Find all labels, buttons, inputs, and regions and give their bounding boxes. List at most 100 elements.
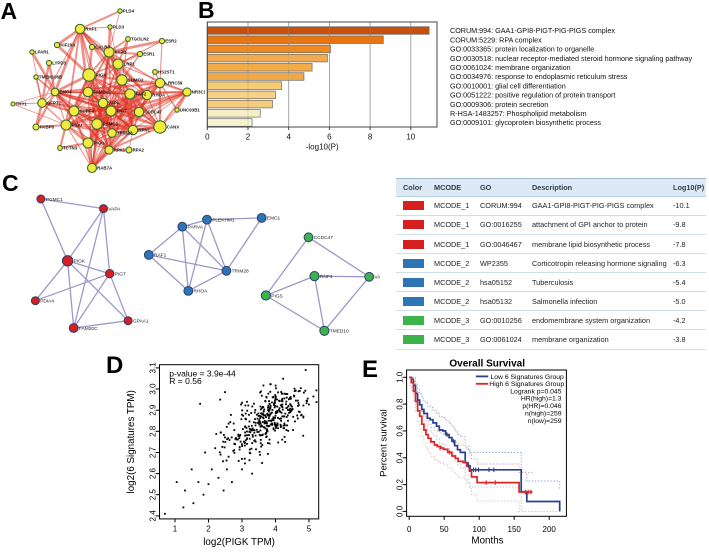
svg-text:GO:0061024: membrane organizat: GO:0061024: membrane organization: [450, 63, 571, 72]
svg-text:0.8: 0.8: [396, 398, 405, 410]
svg-text:RAF1: RAF1: [85, 27, 97, 32]
svg-text:2.4: 2.4: [149, 510, 158, 522]
svg-text:GO:0034976: response to endopl: GO:0034976: response to endoplasmic reti…: [450, 72, 628, 81]
svg-text:n(high)=259: n(high)=259: [525, 411, 562, 418]
svg-text:150: 150: [508, 525, 522, 534]
svg-text:PIGU: PIGU: [72, 123, 83, 128]
svg-text:PIGO: PIGO: [94, 141, 106, 146]
svg-text:PARVA: PARVA: [188, 225, 204, 231]
svg-text:p-value = 3.9e-44: p-value = 3.9e-44: [169, 368, 236, 378]
svg-text:RHOA: RHOA: [194, 289, 209, 295]
svg-text:SURF4: SURF4: [80, 109, 95, 114]
svg-text:PIGS: PIGS: [271, 293, 282, 299]
svg-text:0.4: 0.4: [396, 452, 405, 464]
svg-text:LRRC59: LRRC59: [165, 81, 183, 86]
svg-text:VAPA: VAPA: [108, 206, 121, 212]
svg-text:PIGT: PIGT: [117, 109, 128, 114]
svg-text:GO:0009306: protein secretion: GO:0009306: protein secretion: [450, 100, 548, 109]
svg-text:RPN1: RPN1: [138, 128, 150, 133]
svg-text:LPAR1: LPAR1: [35, 50, 50, 55]
svg-text:R = 0.56: R = 0.56: [169, 376, 202, 386]
svg-text:CALR3: CALR3: [95, 45, 110, 50]
svg-text:TCTN3: TCTN3: [63, 146, 78, 151]
svg-text:LRP1: LRP1: [124, 62, 136, 67]
svg-text:UNC93B1: UNC93B1: [180, 108, 201, 113]
svg-text:RAF1: RAF1: [154, 253, 167, 259]
svg-text:GO:0009101: glycoprotein biosy: GO:0009101: glycoprotein biosynthetic pr…: [450, 118, 601, 127]
svg-text:PSMC3: PSMC3: [103, 122, 119, 127]
svg-text:CANX: CANX: [167, 125, 180, 130]
svg-text:-log10(P): -log10(P): [306, 143, 339, 152]
svg-text:3.1: 3.1: [149, 362, 158, 374]
svg-text:PGMC1: PGMC1: [46, 197, 63, 203]
svg-text:VAPB: VAPB: [374, 275, 380, 281]
svg-text:5: 5: [307, 524, 312, 533]
svg-text:EMC1: EMC1: [267, 216, 281, 222]
svg-text:NR3C1: NR3C1: [192, 90, 205, 95]
svg-text:Overall Survival: Overall Survival: [449, 358, 525, 369]
svg-text:TMEM106B: TMEM106B: [39, 75, 62, 80]
svg-text:GO:0030518: nuclear receptor-m: GO:0030518: nuclear receptor-mediated st…: [450, 54, 693, 63]
svg-text:0: 0: [205, 133, 210, 142]
svg-text:200: 200: [543, 525, 557, 534]
svg-text:Logrank p=0.045: Logrank p=0.045: [510, 388, 561, 395]
svg-text:PIGT: PIGT: [115, 272, 126, 278]
svg-text:FAM20C: FAM20C: [79, 326, 98, 332]
svg-text:RAB7A: RAB7A: [97, 166, 113, 171]
svg-text:CORUM:994: GAA1-GPI8-PIGT-PIG-: CORUM:994: GAA1-GPI8-PIGT-PIG-PIGS compl…: [450, 26, 615, 35]
svg-text:4: 4: [286, 133, 291, 142]
svg-text:FKBP8: FKBP8: [40, 125, 55, 130]
svg-text:2.8: 2.8: [149, 425, 158, 437]
svg-text:2.9: 2.9: [149, 404, 158, 416]
svg-text:LYPD3: LYPD3: [52, 61, 66, 66]
svg-text:SUMO2: SUMO2: [128, 78, 144, 83]
svg-text:2: 2: [206, 524, 211, 533]
svg-text:RNF4: RNF4: [320, 274, 333, 280]
svg-text:8: 8: [368, 133, 373, 142]
svg-text:ESR1: ESR1: [143, 52, 155, 57]
svg-text:Low 6 Signatures Group: Low 6 Signatures Group: [491, 374, 565, 381]
svg-text:VAPA: VAPA: [108, 101, 120, 106]
svg-text:2: 2: [246, 133, 251, 142]
svg-text:log2(6 Signatures TPM): log2(6 Signatures TPM): [126, 390, 137, 493]
svg-text:PLEKHM1: PLEKHM1: [212, 218, 235, 224]
svg-text:High 6 Signatures Group: High 6 Signatures Group: [489, 381, 564, 388]
svg-text:R-HSA-1483257: Phospholipid me: R-HSA-1483257: Phospholipid metabolism: [450, 109, 587, 118]
svg-text:Months: Months: [471, 536, 503, 547]
svg-text:PIGK: PIGK: [74, 259, 86, 265]
svg-text:n(low)=259: n(low)=259: [528, 418, 562, 425]
svg-text:RHOA: RHOA: [152, 93, 166, 98]
svg-text:4: 4: [273, 524, 278, 533]
svg-text:0.6: 0.6: [396, 425, 405, 437]
svg-text:GO:0051222: positive regulatio: GO:0051222: positive regulation of prote…: [450, 91, 615, 100]
svg-text:2.7: 2.7: [149, 446, 158, 458]
svg-text:ESR2: ESR2: [165, 39, 177, 44]
svg-text:2.6: 2.6: [149, 467, 158, 479]
svg-text:p(HR)=0.046: p(HR)=0.046: [522, 403, 561, 410]
svg-text:KIF20A: KIF20A: [60, 43, 76, 48]
svg-text:CORUM:5229: RPA complex: CORUM:5229: RPA complex: [450, 35, 542, 44]
svg-text:PIGK: PIGK: [96, 73, 108, 78]
svg-text:1: 1: [173, 524, 178, 533]
svg-text:100: 100: [473, 525, 487, 534]
svg-text:THY1: THY1: [16, 102, 28, 107]
svg-text:CCDC47: CCDC47: [314, 235, 334, 241]
svg-text:EMC4: EMC4: [59, 90, 72, 95]
svg-text:TMED10: TMED10: [330, 329, 349, 335]
svg-text:50: 50: [440, 525, 449, 534]
svg-text:GPAA1: GPAA1: [133, 319, 149, 325]
svg-text:FAF2: FAF2: [136, 92, 147, 97]
svg-text:GFPT1: GFPT1: [47, 101, 62, 106]
svg-text:GO:0033365: protein localizati: GO:0033365: protein localization to orga…: [450, 45, 594, 54]
svg-text:3.0: 3.0: [149, 383, 158, 395]
svg-text:VAPB: VAPB: [115, 50, 127, 55]
svg-text:RPA1: RPA1: [114, 148, 126, 153]
svg-text:RPA2: RPA2: [133, 148, 145, 153]
svg-text:6: 6: [327, 133, 332, 142]
svg-text:TGOLN2: TGOLN2: [131, 37, 149, 42]
svg-text:PDIA4: PDIA4: [40, 299, 54, 305]
svg-text:0: 0: [407, 525, 412, 534]
svg-text:3: 3: [240, 524, 245, 533]
svg-text:TRIM28: TRIM28: [232, 269, 249, 275]
svg-text:0.0: 0.0: [396, 505, 405, 517]
